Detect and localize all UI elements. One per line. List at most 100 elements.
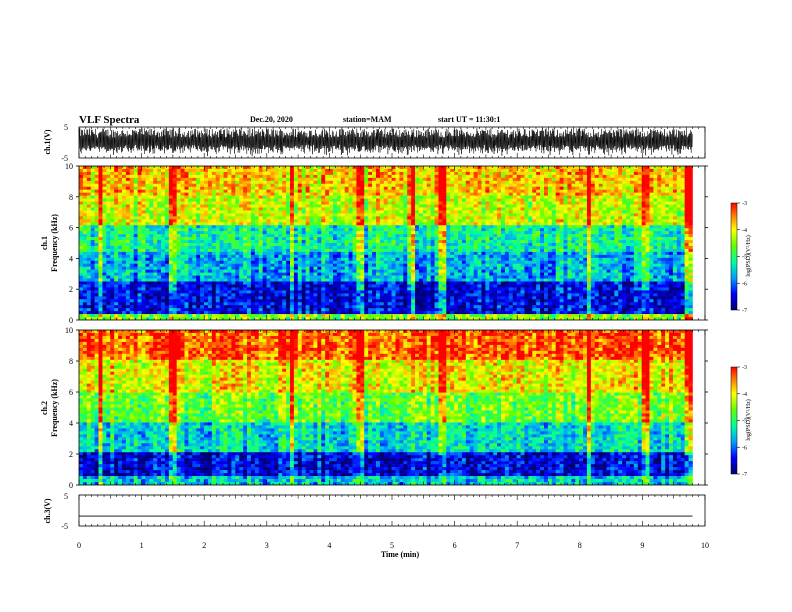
spectrogram-cell: [106, 275, 111, 279]
spectrogram-cell: [426, 177, 431, 182]
spectrogram-cell: [180, 237, 185, 241]
spectrogram-cell: [325, 192, 330, 196]
spectrogram-cell: [215, 183, 220, 188]
spectrogram-cell: [321, 195, 326, 199]
spectrogram-cell: [231, 180, 236, 185]
spectrogram-cell: [149, 192, 154, 196]
spectrogram-cell: [98, 296, 103, 300]
spectrogram-cell: [352, 240, 357, 244]
spectrogram-cell: [204, 245, 209, 250]
spectrogram-cell: [332, 293, 338, 297]
spectrogram-cell: [438, 305, 443, 309]
spectrogram-cell: [188, 213, 193, 217]
spectrogram-cell: [211, 240, 217, 244]
spectrogram-cell: [227, 281, 232, 285]
spectrogram-cell: [215, 228, 220, 232]
spectrogram-cell: [383, 180, 388, 185]
spectrogram-cell: [301, 216, 306, 220]
spectrogram-cell: [82, 183, 88, 188]
spectrogram-cell: [223, 166, 228, 170]
spectrogram-cell: [383, 293, 388, 297]
spectrogram-cell: [243, 302, 248, 306]
spectrogram-cell: [395, 240, 400, 244]
spectrogram-cell: [266, 207, 271, 211]
spectrogram-cell: [118, 225, 123, 229]
spectrogram-cell: [290, 308, 295, 312]
spectrogram-cell: [399, 219, 404, 223]
spectrogram-cell: [344, 278, 349, 282]
spectrogram-cell: [192, 314, 197, 318]
spectrogram-cell: [352, 263, 357, 267]
spectrogram-cell: [321, 293, 326, 297]
spectrogram-cell: [282, 245, 287, 250]
spectrogram-cell: [227, 168, 232, 173]
spectrogram-cell: [86, 195, 92, 199]
spectrogram-cell: [438, 240, 443, 244]
spectrogram-cell: [188, 251, 193, 256]
spectrogram-cell: [340, 266, 346, 270]
spectrogram-cell: [164, 251, 170, 256]
spectrogram-cell: [102, 296, 107, 300]
spectrogram-cell: [426, 305, 431, 309]
spectrogram-cell: [383, 260, 388, 265]
spectrogram-cell: [270, 198, 275, 202]
spectrogram-cell: [395, 168, 400, 173]
spectrogram-cell: [438, 219, 443, 223]
spectrogram-cell: [434, 245, 439, 250]
spectrogram-cell: [243, 234, 248, 238]
spectrogram-cell: [352, 305, 357, 309]
spectrogram-cell: [258, 216, 263, 220]
spectrogram-cell: [211, 174, 217, 179]
spectrogram-cell: [290, 171, 295, 176]
spectrogram-cell: [137, 245, 142, 250]
spectrogram-cell: [118, 269, 123, 273]
spectrogram-cell: [391, 207, 396, 211]
spectrogram-cell: [231, 293, 236, 297]
spectrogram-cell: [336, 269, 342, 273]
spectrogram-cell: [258, 266, 263, 270]
spectrogram-cell: [364, 251, 369, 256]
spectrogram-cell: [309, 299, 314, 303]
spectrogram-cell: [106, 243, 111, 247]
spectrogram-cell: [192, 269, 197, 273]
spectrogram-cell: [336, 278, 342, 282]
spectrogram-cell: [145, 287, 150, 291]
spectrogram-cell: [391, 269, 396, 273]
spectrogram-cell: [387, 305, 392, 309]
spectrogram-cell: [391, 171, 396, 176]
spectrogram-cell: [332, 210, 338, 214]
spectrogram-cell: [133, 177, 138, 182]
spectrogram-cell: [254, 216, 260, 220]
spectrogram-cell: [258, 314, 263, 318]
spectrogram-cell: [118, 305, 123, 309]
spectrogram-cell: [368, 210, 373, 214]
spectrogram-cell: [137, 260, 142, 265]
spectrogram-cell: [375, 237, 381, 241]
spectrogram-cell: [176, 189, 181, 193]
spectrogram-cell: [313, 293, 318, 297]
spectrogram-cell: [286, 308, 291, 312]
spectrogram-cell: [301, 231, 306, 235]
spectrogram-cell: [364, 263, 369, 267]
spectrogram-cell: [231, 275, 236, 279]
spectrogram-cell: [86, 166, 92, 170]
spectrogram-cell: [196, 195, 201, 199]
spectrogram-cell: [407, 314, 412, 318]
spectrogram-cell: [149, 183, 154, 188]
spectrogram-cell: [399, 228, 404, 232]
spectrogram-cell: [176, 248, 181, 253]
spectrogram-cell: [446, 284, 451, 288]
spectrogram-cell: [282, 284, 287, 288]
spectrogram-cell: [215, 269, 220, 273]
spectrogram-cell: [192, 186, 197, 190]
spectrogram-cell: [442, 281, 447, 285]
spectrogram-cell: [200, 180, 205, 185]
spectrogram-cell: [313, 275, 318, 279]
spectrogram-cell: [168, 171, 174, 176]
spectrogram-cell: [418, 308, 424, 312]
spectrogram-cell: [239, 207, 244, 211]
spectrogram-cell: [415, 296, 420, 300]
spectrogram-cell: [364, 180, 369, 185]
spectrogram-cell: [411, 201, 416, 205]
spectrogram-cell: [375, 204, 381, 208]
